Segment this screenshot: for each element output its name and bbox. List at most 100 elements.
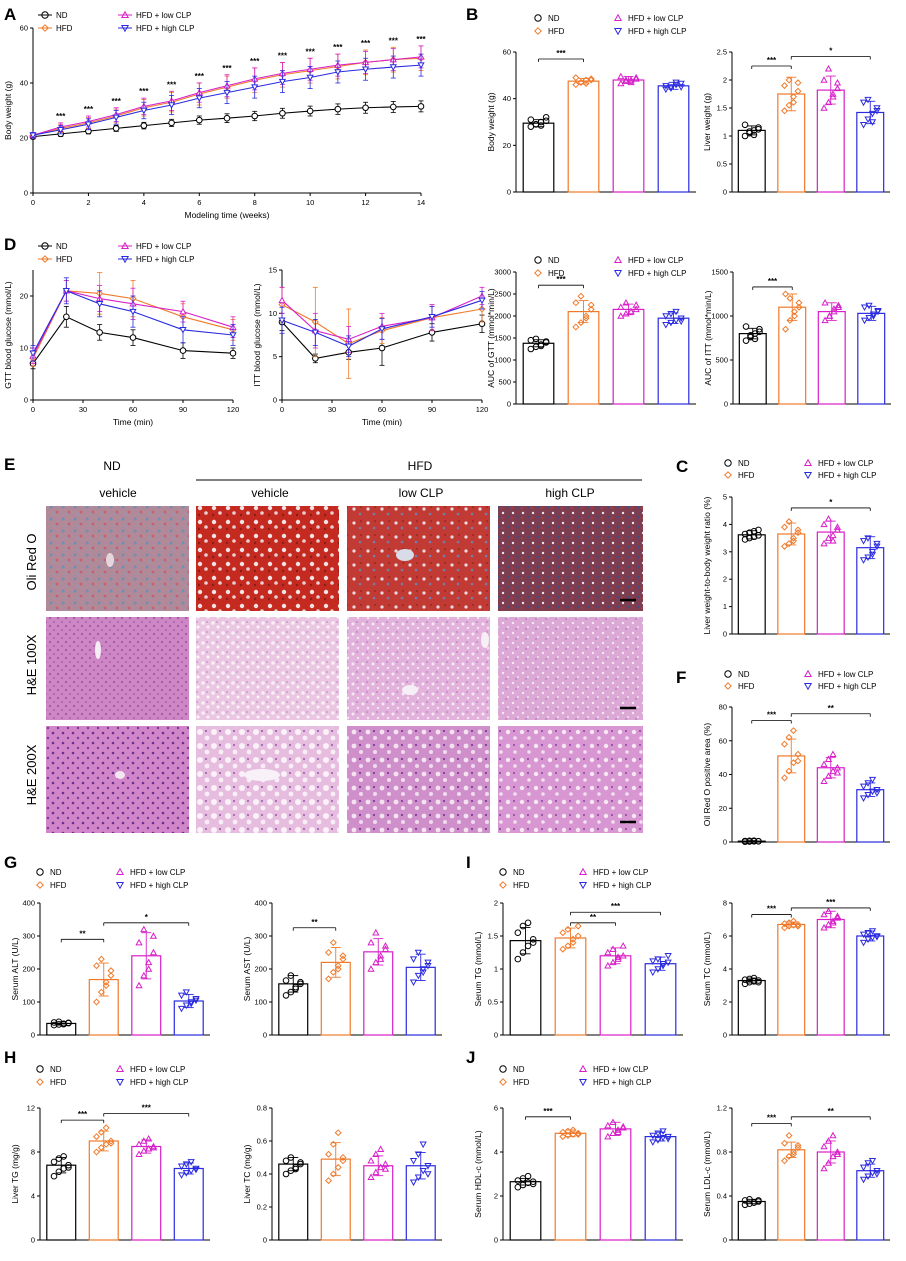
y-axis-title: Liver weight-to-body weight ratio (%) [702,496,712,634]
data-point [864,780,872,787]
data-point [29,132,37,140]
y-tick-label: 500 [715,356,728,365]
data-point [868,928,877,935]
data-point [617,72,625,80]
data-point [820,923,828,931]
x-tick-label: 8 [253,198,257,207]
y-tick-label: 0 [31,1031,35,1040]
data-point [97,955,105,963]
data-point [182,1170,190,1177]
y-tick-label: 100 [254,998,267,1007]
legend-marker-icon [613,255,623,264]
significance-label: ** [79,929,86,938]
y-tick-label: 2 [494,899,498,908]
data-point [177,1172,186,1179]
significance-label: *** [111,97,121,106]
data-point [519,922,527,930]
legend-label: ND [56,11,68,20]
data-point [785,767,793,775]
x-tick-label: 2 [86,198,90,207]
legend-marker-icon [613,269,623,278]
bar [738,333,767,405]
histology-column-label: vehicle [251,486,289,500]
data-point [345,343,353,351]
x-tick-label: 90 [179,405,187,414]
data-point [677,84,685,91]
data-point [96,329,103,336]
data-point [859,795,868,802]
data-point [192,995,200,1003]
data-point [532,335,540,343]
data-point [334,1163,342,1171]
data-point [378,326,386,333]
data-point [833,523,842,530]
legend-marker-icon [803,669,813,678]
data-point [145,1134,153,1142]
data-point [145,958,153,966]
y-tick-label: 300 [22,932,35,941]
data-point [873,1171,881,1178]
chart-d3: 0 500 1000 1500 2000 2500 3000 AUC of GTT (mmol… [486,268,696,409]
data-point [334,965,342,973]
data-point [604,1132,612,1140]
y-tick-label: 4 [723,520,727,529]
data-point [795,299,803,307]
data-point [664,1136,672,1143]
data-point [820,1164,828,1172]
data-point [750,974,758,982]
x-tick-label: 0 [280,405,284,414]
legend-label: ND [513,1065,525,1074]
data-point [789,1148,797,1156]
data-point [677,318,685,326]
histology-column-label: low CLP [399,486,444,500]
y-tick-label: 40 [719,770,727,779]
data-point [519,949,527,956]
x-tick-label: 6 [197,198,201,207]
significance-label: *** [768,277,778,286]
data-point [820,1142,828,1150]
data-point [755,526,762,534]
data-point [97,1128,105,1136]
data-point [865,302,873,310]
data-point [868,788,877,796]
data-point [107,1137,115,1145]
legend-label: HFD + low CLP [136,242,191,251]
data-point [229,332,237,339]
y-tick-label: 0.8 [717,1148,727,1157]
legend-marker-icon [36,868,44,876]
bar [509,1181,542,1241]
legend-label: HFD + low CLP [818,459,873,468]
legend-marker-icon [499,1078,507,1086]
legend-label: HFD [548,27,565,36]
data-point [824,98,833,106]
data-point [659,1128,667,1135]
data-point [378,344,386,352]
data-point [781,740,789,748]
data-point [667,84,675,91]
legend-label: HFD + high CLP [628,27,686,36]
legend-label: ND [738,670,750,679]
legend-label: HFD + low CLP [130,868,185,877]
y-tick-label: 2000 [494,312,511,321]
y-tick-label: 1500 [711,268,728,277]
y-tick-label: 20 [503,141,511,150]
data-point [755,1197,762,1204]
data-point [747,333,754,341]
data-point [649,969,657,977]
panel-label: F [676,668,686,687]
data-point [297,978,304,986]
bar [777,923,806,1036]
y-axis-title: Liver weight (g) [702,93,712,151]
data-point [649,958,657,965]
data-point [627,78,635,86]
data-point [367,938,375,946]
micrograph-oil-red-high-clp [498,506,643,611]
data-point [781,1157,789,1165]
data-point [868,1170,877,1177]
x-tick-label: 0 [31,198,35,207]
legend-marker-icon [499,1065,507,1073]
data-point [537,122,545,129]
data-point [873,543,881,551]
data-point [873,108,881,115]
chart-d2: 0 5 10 15 ITT blood glucose (mmol/L) 0 30 60 90 1… [252,266,488,428]
